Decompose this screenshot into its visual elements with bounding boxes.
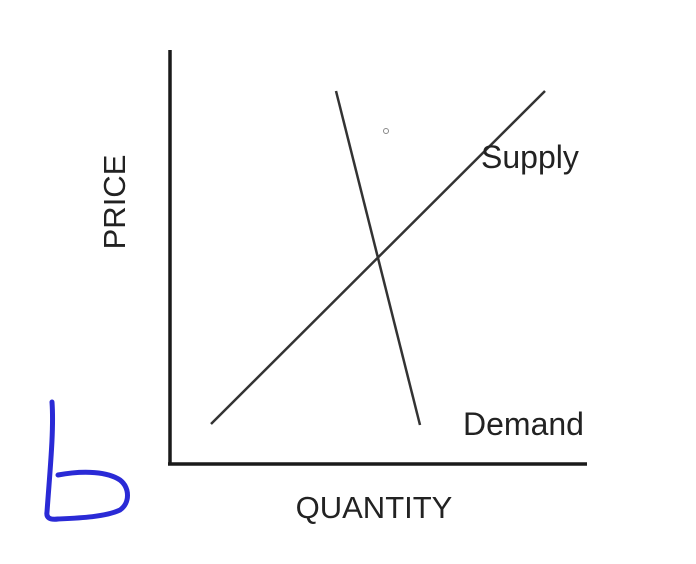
supply-label: Supply xyxy=(481,139,579,175)
stray-dot xyxy=(383,128,389,134)
y-axis-label: PRICE xyxy=(97,155,132,250)
demand-label: Demand xyxy=(463,406,584,442)
x-axis-label: QUANTITY xyxy=(296,490,453,525)
handwritten-b-mark xyxy=(44,399,130,522)
demand-curve xyxy=(334,90,422,426)
